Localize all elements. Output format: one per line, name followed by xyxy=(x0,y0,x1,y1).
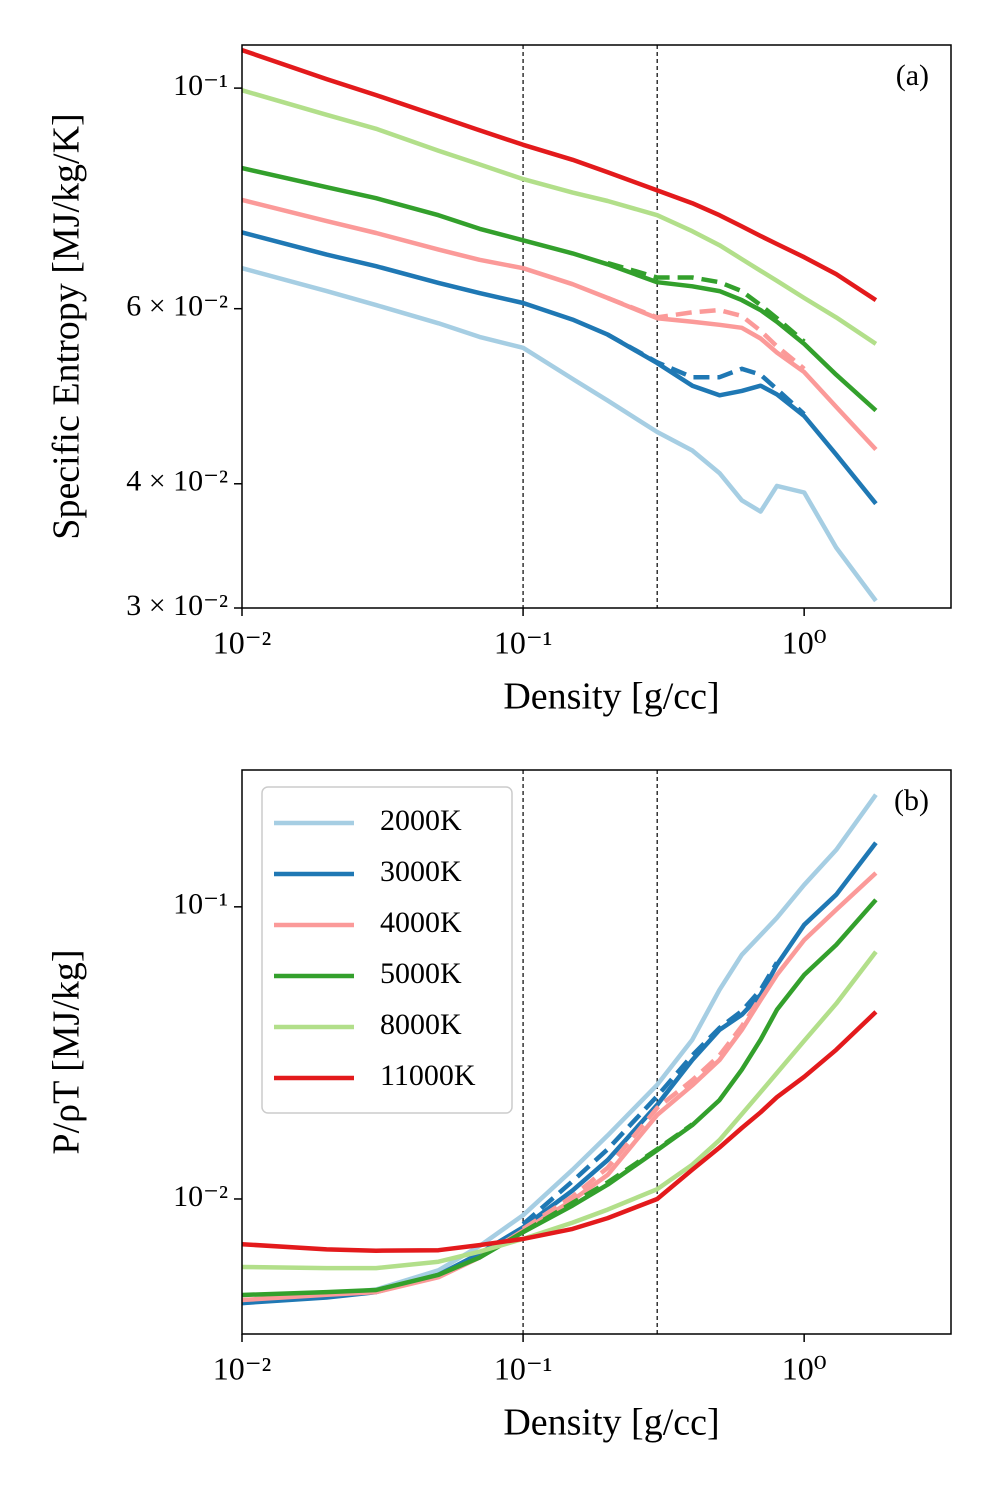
y-tick-label: 10⁻¹ xyxy=(173,888,228,921)
x-tick-label: 10⁰ xyxy=(782,624,827,660)
y-tick-label: 4 × 10⁻² xyxy=(126,465,228,498)
panel-label: (b) xyxy=(894,784,929,817)
x-axis-label: Density [g/cc] xyxy=(503,1402,719,1444)
line xyxy=(242,950,878,1271)
x-tick-label: 10⁻² xyxy=(213,624,271,660)
x-tick-label: 10⁰ xyxy=(782,1350,827,1386)
y-tick-label: 10⁻¹ xyxy=(173,69,228,102)
line xyxy=(242,47,878,302)
x-tick-label: 10⁻¹ xyxy=(494,1350,552,1386)
y-tick-label: 10⁻² xyxy=(173,1180,228,1213)
y-tick-label: 3 × 10⁻² xyxy=(126,589,228,622)
x-tick-label: 10⁻¹ xyxy=(494,624,552,660)
plot-frame xyxy=(241,769,952,1335)
plot-frame xyxy=(241,44,952,609)
dashed-line xyxy=(521,1122,694,1235)
dashed-line xyxy=(521,961,779,1226)
legend-label: 4000K xyxy=(380,906,462,939)
line xyxy=(242,793,878,1306)
x-tick-label: 10⁻² xyxy=(213,1350,271,1386)
legend-label: 5000K xyxy=(380,957,462,990)
dashed-line xyxy=(607,260,806,344)
line xyxy=(242,266,878,603)
y-axis-label: P/ρT [MJ/kg] xyxy=(46,949,88,1154)
line xyxy=(242,88,878,346)
dashed-line xyxy=(606,332,806,416)
legend-label: 2000K xyxy=(380,804,462,837)
line xyxy=(242,165,878,413)
dashed-line xyxy=(606,295,806,371)
x-axis-label: Density [g/cc] xyxy=(503,676,719,718)
y-tick-label: 6 × 10⁻² xyxy=(126,290,228,323)
legend-label: 8000K xyxy=(380,1008,462,1041)
dashed-line xyxy=(521,996,763,1231)
legend-label: 11000K xyxy=(380,1059,476,1092)
legend-label: 3000K xyxy=(380,855,462,888)
panel-label: (a) xyxy=(896,59,929,92)
legend-frame xyxy=(261,786,513,1114)
y-axis-label: Specific Entropy [MJ/kg/K] xyxy=(46,113,88,539)
line xyxy=(242,1010,878,1253)
